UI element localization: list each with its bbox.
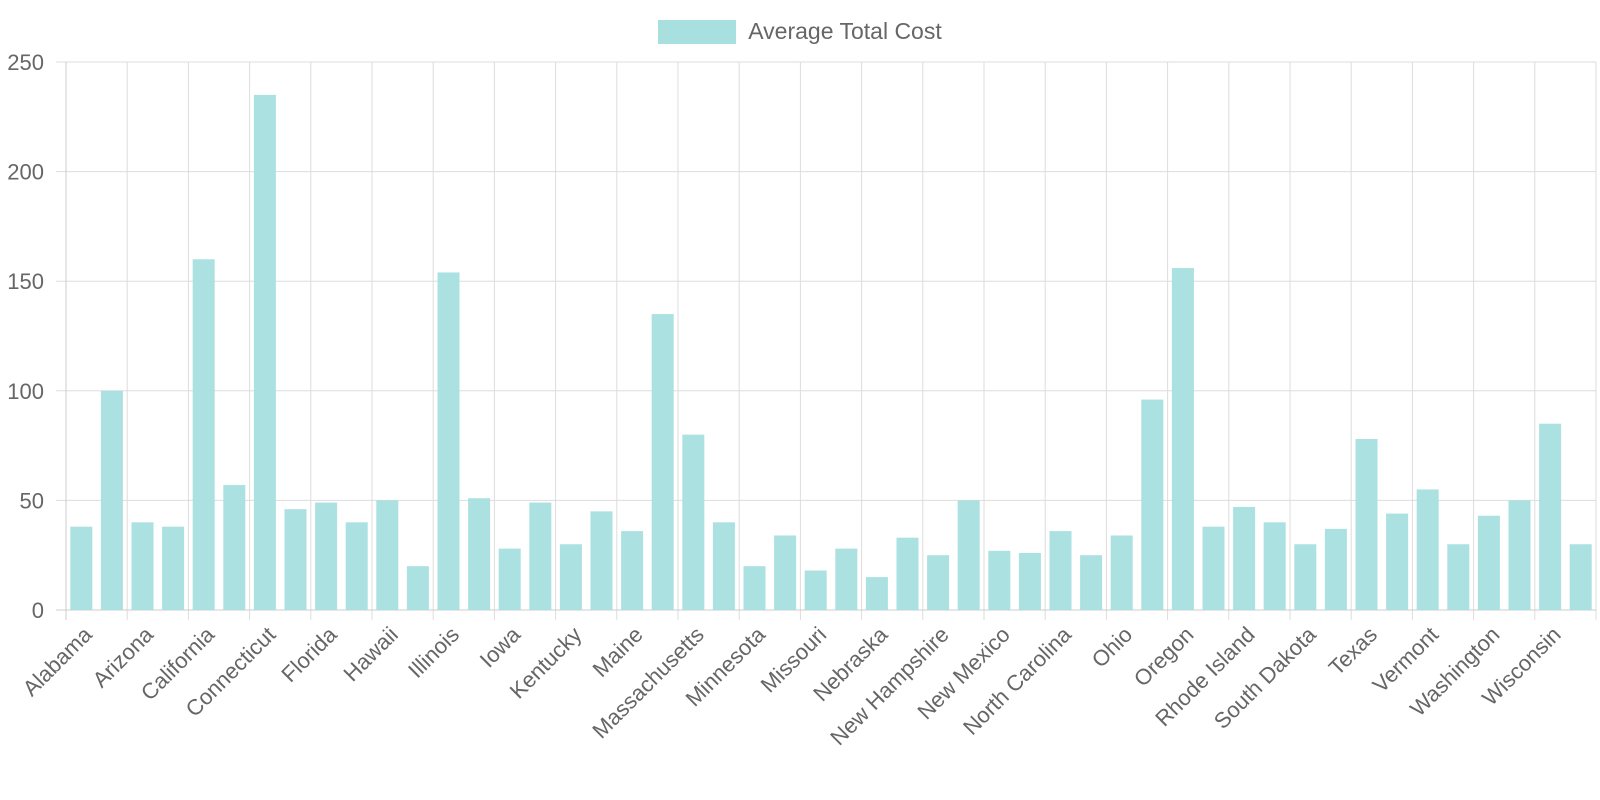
bar-maine: Maine: 36 bbox=[621, 531, 644, 610]
x-tick-label: Florida bbox=[276, 621, 342, 687]
y-tick-label: 250 bbox=[7, 50, 44, 75]
bar-massachusetts: Massachusetts: 80 bbox=[682, 434, 705, 610]
bar-tennessee: Tennessee: 37 bbox=[1324, 528, 1347, 610]
bar-new-mexico: New Mexico: 27 bbox=[988, 550, 1011, 610]
bar-montana: Montana: 28 bbox=[835, 548, 858, 610]
x-tick-label: Hawaii bbox=[338, 622, 402, 686]
bar-new-york: New York: 26 bbox=[1018, 553, 1041, 610]
bar-missouri: Missouri: 18 bbox=[804, 570, 827, 610]
bar-rhode-island: Rhode Island: 47 bbox=[1233, 506, 1256, 610]
bar-virginia: Virginia: 30 bbox=[1447, 544, 1470, 610]
x-tick-label: Illinois bbox=[403, 622, 464, 683]
bar-georgia: Georgia: 40 bbox=[345, 522, 368, 610]
bar-pennsylvania: Pennsylvania: 38 bbox=[1202, 526, 1225, 610]
bar-illinois: Illinois: 154 bbox=[437, 272, 460, 610]
x-tick-label: Maine bbox=[588, 622, 648, 682]
bars: Alabama: 38 Alaska: 100 Arizona: 40 Arkansa… bbox=[70, 94, 1592, 610]
bar-michigan: Michigan: 40 bbox=[712, 522, 735, 610]
bar-wisconsin: Wisconsin: 85 bbox=[1539, 423, 1562, 610]
bar-nebraska: Nebraska: 15 bbox=[865, 577, 888, 610]
y-tick-label: 150 bbox=[7, 269, 44, 294]
bar-utah: Utah: 44 bbox=[1386, 513, 1409, 610]
bar-idaho: Idaho: 20 bbox=[406, 566, 429, 610]
chart-legend[interactable]: Average Total Cost bbox=[0, 18, 1600, 45]
bar-hawaii: Hawaii: 50 bbox=[376, 500, 399, 610]
legend-swatch bbox=[658, 19, 737, 44]
bar-louisiana: Louisiana: 45 bbox=[590, 511, 613, 610]
bar-new-hampshire: New Hampshire: 25 bbox=[927, 555, 950, 610]
bar-new-jersey: New Jersey: 50 bbox=[957, 500, 980, 610]
bar-iowa: Iowa: 28 bbox=[498, 548, 521, 610]
bar-alabama: Alabama: 38 bbox=[70, 526, 93, 610]
x-tick-label: Alabama bbox=[18, 621, 98, 701]
x-axis-ticks: AlabamaArizonaCaliforniaConnecticutFlori… bbox=[18, 621, 1566, 750]
x-tick-label: Ohio bbox=[1087, 622, 1138, 673]
bar-south-carolina: South Carolina: 40 bbox=[1263, 522, 1286, 610]
bar-texas: Texas: 78 bbox=[1355, 439, 1378, 610]
bar-colorado: Colorado: 57 bbox=[223, 485, 246, 610]
y-tick-label: 100 bbox=[7, 379, 44, 404]
bar-oklahoma: Oklahoma: 96 bbox=[1141, 399, 1164, 610]
bar-vermont: Vermont: 55 bbox=[1416, 489, 1439, 610]
bar-kentucky: Kentucky: 30 bbox=[559, 544, 582, 610]
bar-maryland: Maryland: 135 bbox=[651, 314, 674, 610]
bar-alaska: Alaska: 100 bbox=[100, 390, 123, 610]
bar-indiana: Indiana: 51 bbox=[468, 498, 491, 610]
y-tick-label: 200 bbox=[7, 160, 44, 185]
bar-minnesota: Minnesota: 20 bbox=[743, 566, 766, 610]
bar-arizona: Arizona: 40 bbox=[131, 522, 154, 610]
x-tick-label: Texas bbox=[1324, 622, 1382, 680]
bar-kansas: Kansas: 49 bbox=[529, 502, 552, 610]
bar-south-dakota: South Dakota: 30 bbox=[1294, 544, 1317, 610]
y-tick-label: 50 bbox=[20, 488, 44, 513]
legend-label: Average Total Cost bbox=[748, 18, 942, 44]
bar-ohio: Ohio: 34 bbox=[1110, 535, 1133, 610]
x-tick-label: Iowa bbox=[475, 621, 526, 672]
bar-north-carolina: North Carolina: 36 bbox=[1049, 531, 1072, 610]
bar-nevada: Nevada: 33 bbox=[896, 537, 919, 610]
bar-mississippi: Mississippi: 34 bbox=[774, 535, 797, 610]
bar-washington: Washington: 43 bbox=[1477, 515, 1500, 610]
bar-north-dakota: North Dakota: 25 bbox=[1080, 555, 1103, 610]
bar-oregon: Oregon: 156 bbox=[1171, 268, 1194, 610]
bar-delaware: Delaware: 46 bbox=[284, 509, 307, 610]
grid-lines bbox=[56, 61, 1597, 620]
bar-west-virginia: West Virginia: 50 bbox=[1508, 500, 1531, 610]
bar-california: California: 160 bbox=[192, 259, 215, 610]
bar-wyoming: Wyoming: 30 bbox=[1569, 544, 1592, 610]
y-axis-ticks: 0 50 100 150 200 250 bbox=[7, 50, 44, 623]
y-tick-label: 0 bbox=[32, 598, 44, 623]
bar-florida: Florida: 49 bbox=[315, 502, 338, 610]
x-tick-label: North Carolina bbox=[958, 621, 1077, 740]
bar-connecticut: Connecticut: 235 bbox=[253, 94, 276, 610]
bar-arkansas: Arkansas: 38 bbox=[162, 526, 185, 610]
